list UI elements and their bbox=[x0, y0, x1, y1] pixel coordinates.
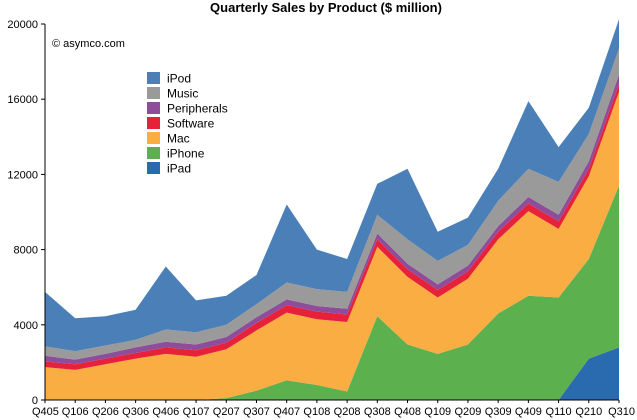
legend-label-ipad: iPad bbox=[167, 162, 191, 176]
legend-swatch-iphone bbox=[147, 147, 160, 159]
legend-swatch-peripherals bbox=[147, 102, 160, 114]
x-tick-label: Q405 bbox=[32, 406, 59, 418]
y-tick-label: 4000 bbox=[14, 320, 38, 332]
x-tick-label: Q309 bbox=[485, 406, 512, 418]
y-tick-label: 20000 bbox=[7, 19, 38, 31]
chart-title: Quarterly Sales by Product ($ million) bbox=[210, 0, 442, 15]
x-tick-label: Q406 bbox=[152, 406, 179, 418]
x-tick-label: Q106 bbox=[62, 406, 89, 418]
x-tick-label: Q108 bbox=[303, 406, 330, 418]
legend-swatch-mac bbox=[147, 132, 160, 144]
x-axis-ticks: Q405 Q106 Q206 Q306 Q406 Q107 Q207 Q307 Q407 Q108… bbox=[32, 400, 635, 418]
x-tick-label: Q310 bbox=[608, 406, 635, 418]
x-tick-label: Q210 bbox=[575, 406, 602, 418]
legend-label-iphone: iPhone bbox=[167, 147, 205, 161]
area-series-music bbox=[45, 48, 619, 360]
legend-swatch-ipod bbox=[147, 72, 160, 84]
y-tick-label: 16000 bbox=[7, 94, 38, 106]
area-series-iphone bbox=[45, 185, 619, 400]
x-tick-label: Q208 bbox=[334, 406, 361, 418]
legend-label-ipod: iPod bbox=[167, 72, 191, 86]
area-series-software bbox=[45, 84, 619, 370]
legend-label-peripherals: Peripherals bbox=[167, 102, 228, 116]
x-tick-label: Q307 bbox=[243, 406, 270, 418]
area-series-ipod bbox=[45, 19, 619, 352]
area-series-group bbox=[45, 19, 619, 400]
x-tick-label: Q206 bbox=[92, 406, 119, 418]
x-tick-label: Q407 bbox=[273, 406, 300, 418]
axes bbox=[44, 24, 619, 401]
y-tick-label: 12000 bbox=[7, 169, 38, 181]
legend: iPodMusicPeripheralsSoftwareMaciPhoneiPa… bbox=[147, 72, 228, 176]
legend-label-software: Software bbox=[167, 117, 215, 131]
y-axis-ticks: 0 4000 8000 12000 16000 20000 bbox=[7, 19, 45, 407]
area-series-mac bbox=[45, 91, 619, 400]
x-tick-label: Q308 bbox=[364, 406, 391, 418]
y-tick-label: 0 bbox=[32, 395, 38, 407]
x-tick-label: Q409 bbox=[515, 406, 542, 418]
legend-swatch-software bbox=[147, 117, 160, 129]
legend-label-music: Music bbox=[167, 87, 198, 101]
x-tick-label: Q107 bbox=[183, 406, 210, 418]
x-tick-label: Q408 bbox=[394, 406, 421, 418]
x-tick-label: Q209 bbox=[454, 406, 481, 418]
legend-swatch-ipad bbox=[147, 162, 160, 174]
x-tick-label: Q109 bbox=[424, 406, 451, 418]
watermark: © asymco.com bbox=[52, 38, 125, 50]
legend-label-mac: Mac bbox=[167, 132, 190, 146]
x-tick-label: Q110 bbox=[546, 406, 572, 418]
legend-swatch-music bbox=[147, 87, 160, 99]
x-tick-label: Q306 bbox=[122, 406, 149, 418]
x-tick-label: Q207 bbox=[213, 406, 240, 418]
y-tick-label: 8000 bbox=[14, 245, 38, 257]
